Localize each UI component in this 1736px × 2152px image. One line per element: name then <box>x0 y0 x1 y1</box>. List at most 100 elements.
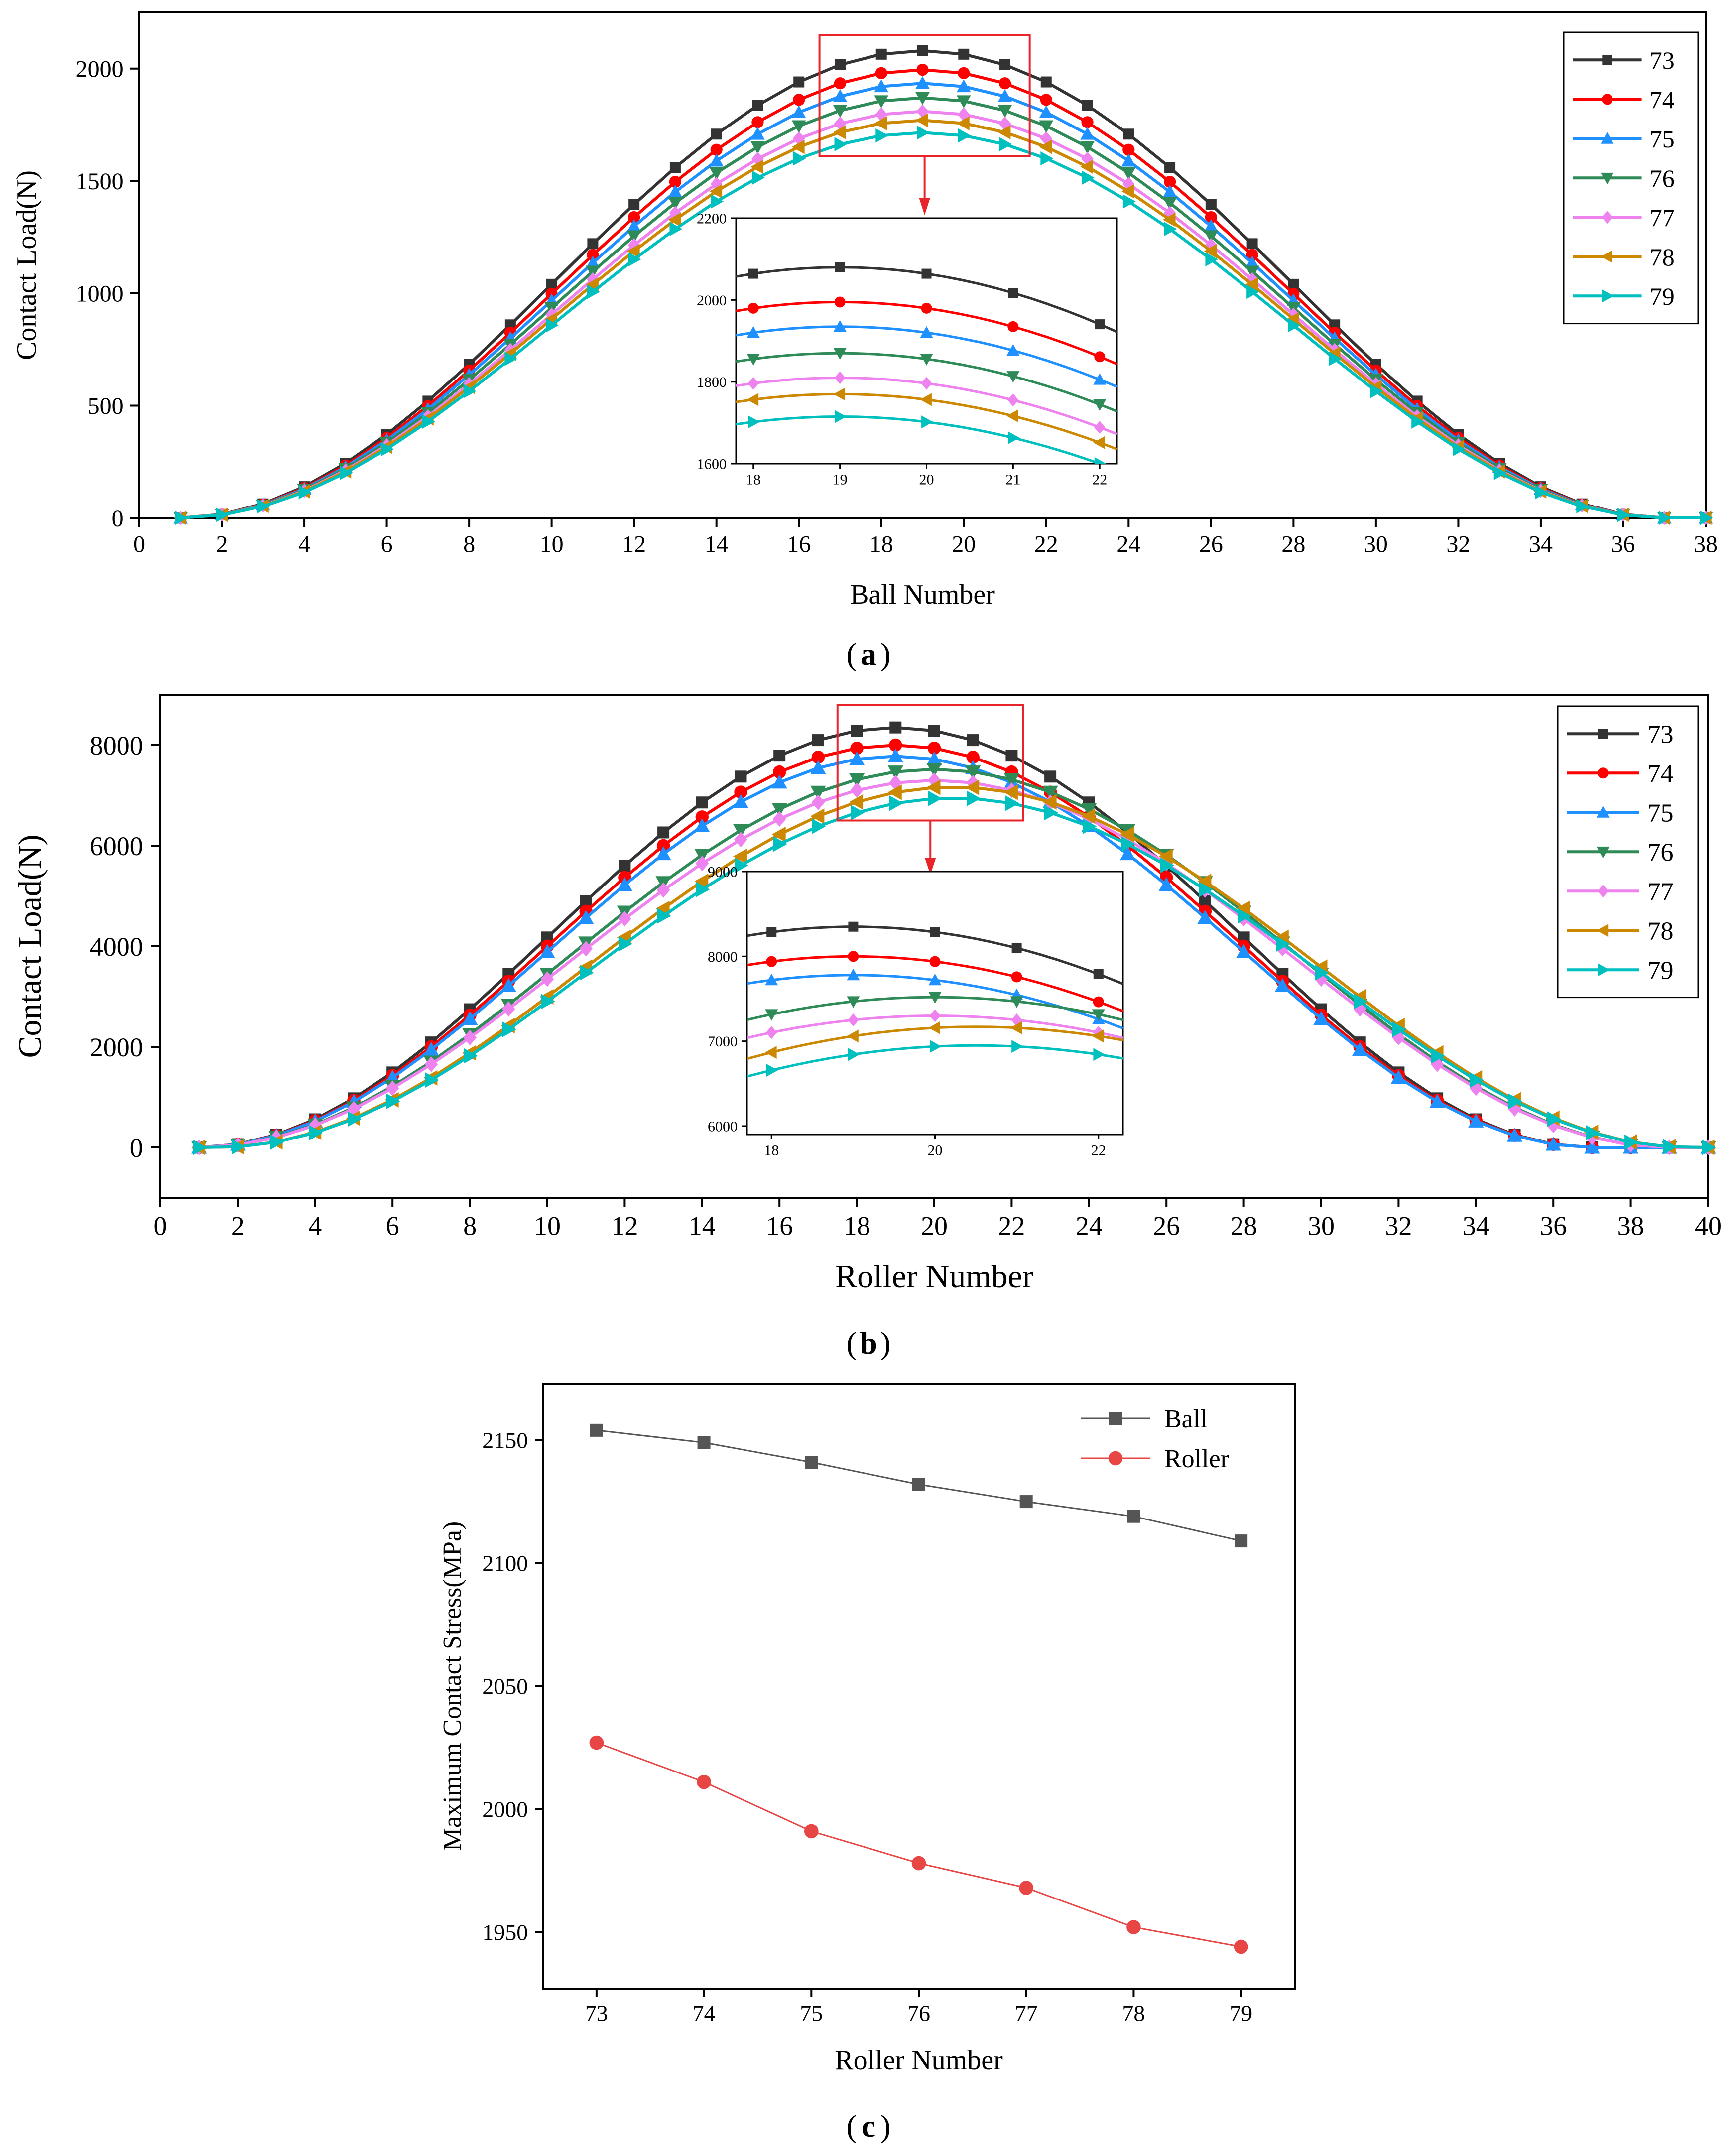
x-tick-label: 19 <box>833 472 848 488</box>
data-point-73 <box>619 860 631 872</box>
x-tick-label: 22 <box>998 1211 1025 1241</box>
data-point-73 <box>812 734 824 747</box>
data-point-79 <box>309 1125 323 1141</box>
x-tick-label: 20 <box>928 1142 943 1159</box>
series-roller <box>589 1735 1248 1954</box>
x-tick-label: 40 <box>1695 1211 1722 1241</box>
x-tick-label: 75 <box>800 2000 823 2025</box>
data-point-75 <box>1274 978 1290 992</box>
y-axis-label: Maximum Contact Stress(MPa) <box>438 1521 467 1851</box>
data-point-roller <box>1234 1939 1248 1954</box>
inset-point-74 <box>1011 971 1022 983</box>
data-point-78 <box>1245 277 1258 292</box>
data-point-79 <box>1238 908 1252 924</box>
data-point-75 <box>849 751 865 765</box>
data-point-79 <box>386 1093 400 1109</box>
data-point-79 <box>587 284 600 299</box>
x-tick-label: 38 <box>1694 531 1718 557</box>
y-tick-label: 9000 <box>708 864 738 881</box>
x-tick-label: 22 <box>1034 531 1058 557</box>
data-point-79 <box>696 882 710 897</box>
data-point-79 <box>463 384 477 398</box>
inset-point-73 <box>1093 969 1104 979</box>
x-tick-label: 16 <box>766 1211 793 1241</box>
data-point-79 <box>425 1072 439 1088</box>
series-line-73 <box>180 49 1706 519</box>
data-point-73 <box>999 59 1011 70</box>
data-point-79 <box>1121 836 1136 852</box>
data-point-73 <box>834 59 846 70</box>
data-point-79 <box>967 790 981 806</box>
data-point-79 <box>1586 1125 1600 1141</box>
data-point-78 <box>1236 900 1250 916</box>
data-point-76 <box>915 92 930 105</box>
legend-marker-73 <box>1602 55 1612 65</box>
series-79 <box>193 790 1716 1155</box>
data-point-76 <box>849 773 865 787</box>
data-point-79 <box>298 485 312 500</box>
inset-point-73 <box>921 268 932 279</box>
data-point-75 <box>1121 153 1136 167</box>
data-point-79 <box>657 908 671 924</box>
data-point-77 <box>540 971 554 987</box>
data-point-78 <box>1197 873 1212 889</box>
data-point-75 <box>462 1011 478 1025</box>
data-point-74 <box>889 738 902 752</box>
x-tick-label: 10 <box>540 531 564 557</box>
inset-point-77 <box>1094 421 1106 434</box>
data-point-79 <box>793 151 806 166</box>
data-point-79 <box>1411 414 1424 429</box>
data-point-78 <box>956 116 970 130</box>
data-point-78 <box>1119 826 1134 843</box>
data-point-75 <box>997 89 1012 102</box>
data-point-78 <box>874 116 887 130</box>
data-point-75 <box>1545 1137 1561 1151</box>
chart-c: 73 74 75 76 77 78 79 1950 2000 2050 2100 2150 Roller… <box>438 1383 1296 2144</box>
y-tick-label: 2200 <box>697 211 727 227</box>
panel-label-close: ) <box>880 1325 890 1361</box>
inset-point-75 <box>746 326 760 338</box>
data-point-79 <box>1246 284 1259 299</box>
data-point-79 <box>580 965 594 981</box>
data-point-73 <box>1044 770 1057 783</box>
data-point-79 <box>1452 442 1466 457</box>
data-point-75 <box>810 760 826 774</box>
x-tick-label: 8 <box>463 1211 477 1241</box>
data-point-79 <box>1576 499 1590 513</box>
panel-label-close: ) <box>880 636 890 672</box>
data-point-78 <box>771 826 786 843</box>
x-tick-label: 14 <box>689 1211 716 1241</box>
data-point-75 <box>578 910 594 924</box>
data-point-78 <box>1158 848 1173 865</box>
inset-point-78 <box>746 393 759 406</box>
data-point-74 <box>927 741 941 755</box>
x-tick-label: 78 <box>1122 2000 1145 2025</box>
data-point-78 <box>1121 184 1134 199</box>
x-tick-label: 10 <box>534 1211 561 1241</box>
data-point-73 <box>793 76 805 88</box>
data-point-78 <box>733 848 747 865</box>
inset-point-77 <box>834 371 846 384</box>
data-point-76 <box>1039 120 1054 133</box>
data-point-ball <box>912 1478 925 1491</box>
data-point-73 <box>752 100 763 111</box>
legend-label-75: 75 <box>1650 125 1675 153</box>
data-point-75 <box>1197 910 1213 924</box>
data-point-77 <box>1081 151 1094 166</box>
data-point-73 <box>875 48 887 60</box>
legend-label-79: 79 <box>1647 957 1673 985</box>
data-point-79 <box>1493 466 1507 480</box>
y-axis-label: Contact Load(N) <box>12 834 48 1058</box>
x-tick-label: 21 <box>1005 472 1020 488</box>
data-point-75 <box>1584 1139 1600 1154</box>
data-point-75 <box>709 153 724 167</box>
data-point-75 <box>750 127 765 140</box>
data-point-79 <box>812 818 826 834</box>
data-point-79 <box>1508 1093 1523 1109</box>
data-point-75 <box>539 944 555 958</box>
data-point-77 <box>751 151 764 166</box>
data-point-79 <box>735 857 749 874</box>
series-line-77 <box>199 778 1708 1149</box>
data-point-79 <box>257 499 270 513</box>
y-tick-label: 2000 <box>76 56 124 83</box>
